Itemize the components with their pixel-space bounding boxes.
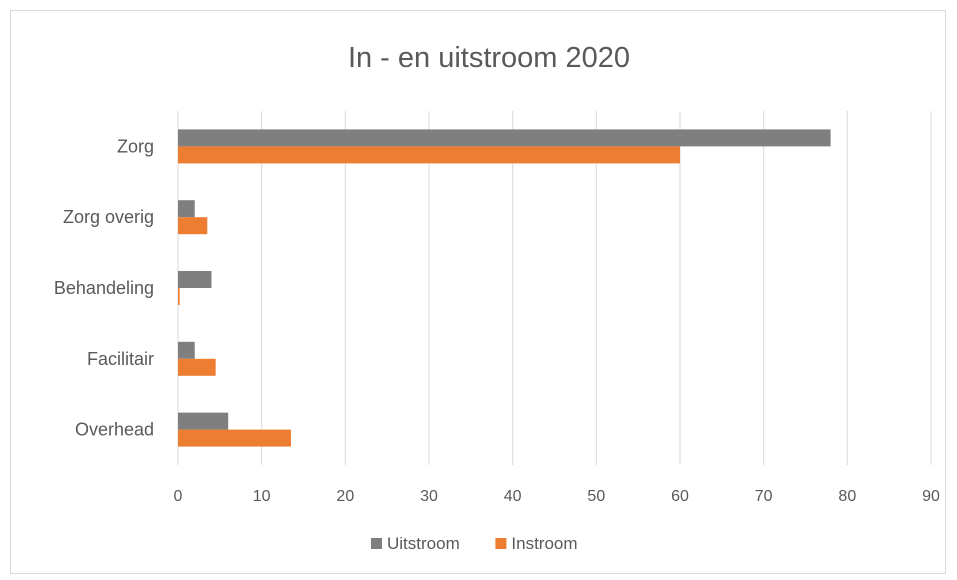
x-tick-label: 90 xyxy=(922,488,940,505)
bar-instroom-zorg-overig xyxy=(178,217,208,235)
x-tick-label: 30 xyxy=(420,488,438,505)
legend: Uitstroom Instroom xyxy=(371,534,578,553)
bar-uitstroom-zorg xyxy=(178,129,831,147)
x-tick-label: 10 xyxy=(253,488,271,505)
bar-uitstroom-facilitair xyxy=(178,341,195,359)
category-label: Facilitair xyxy=(87,349,154,369)
x-tick-label: 40 xyxy=(504,488,522,505)
x-tick-label: 70 xyxy=(755,488,773,505)
legend-label-instroom: Instroom xyxy=(511,534,577,553)
bar-uitstroom-zorg-overig xyxy=(178,200,195,218)
bar-instroom-zorg xyxy=(178,146,680,164)
bar-instroom-facilitair xyxy=(178,358,216,376)
x-tick-label: 50 xyxy=(587,488,605,505)
category-label: Zorg xyxy=(117,136,154,156)
category-label: Zorg overig xyxy=(63,207,154,227)
bar-uitstroom-overhead xyxy=(178,412,229,430)
x-tick-label: 80 xyxy=(838,488,856,505)
bar-uitstroom-behandeling xyxy=(178,271,212,288)
bar-chart: In - en uitstroom 2020 Zorg Zorg overig Be… xyxy=(54,42,940,553)
x-axis-tick-labels: 0 10 20 30 40 50 60 70 80 90 xyxy=(174,488,940,505)
gridlines xyxy=(177,111,932,465)
legend-swatch-uitstroom xyxy=(371,538,382,549)
bars xyxy=(178,129,831,447)
x-tick-label: 0 xyxy=(174,488,183,505)
bar-instroom-overhead xyxy=(178,429,291,447)
category-label: Overhead xyxy=(75,420,154,440)
x-tick-label: 20 xyxy=(336,488,354,505)
legend-swatch-instroom xyxy=(495,538,507,549)
category-label: Behandeling xyxy=(54,278,154,298)
legend-label-uitstroom: Uitstroom xyxy=(387,534,460,553)
category-labels: Zorg Zorg overig Behandeling Facilitair Over… xyxy=(54,136,154,439)
chart-title: In - en uitstroom 2020 xyxy=(348,42,630,74)
chart-frame: In - en uitstroom 2020 Zorg Zorg overig Be… xyxy=(10,10,946,574)
x-tick-label: 60 xyxy=(671,488,689,505)
bar-instroom-behandeling xyxy=(178,288,180,305)
